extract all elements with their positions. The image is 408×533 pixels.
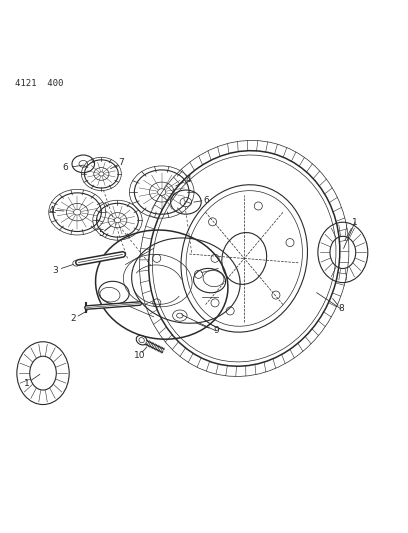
Text: 6: 6 — [62, 164, 68, 172]
Text: 1: 1 — [352, 218, 358, 227]
Text: 1: 1 — [24, 379, 30, 387]
Text: 6: 6 — [203, 196, 209, 205]
Text: 4121  400: 4121 400 — [15, 79, 63, 88]
Text: 8: 8 — [338, 304, 344, 313]
Text: 9: 9 — [213, 326, 219, 335]
Text: 7: 7 — [119, 158, 124, 167]
Text: 4: 4 — [48, 206, 54, 215]
Text: 10: 10 — [134, 351, 145, 360]
Text: 4: 4 — [185, 175, 191, 184]
Text: 2: 2 — [71, 314, 76, 324]
Text: 5: 5 — [98, 229, 104, 238]
Text: 3: 3 — [52, 266, 58, 275]
